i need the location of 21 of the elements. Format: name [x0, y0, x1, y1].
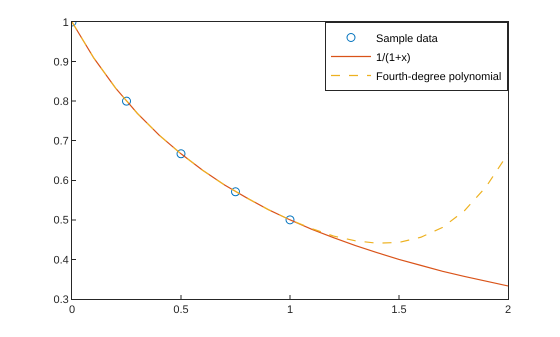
x-tick-label: 0: [68, 304, 76, 316]
x-tick-label: 1: [286, 304, 294, 316]
y-tick-label: 0.4: [54, 254, 69, 266]
y-tick-label: 0.3: [54, 294, 69, 306]
line-series: [72, 22, 508, 244]
point: [176, 149, 186, 158]
x-tick-label: 0.5: [173, 304, 189, 316]
y-tick-label: 1: [62, 16, 69, 29]
x-tick-label: 1.5: [391, 304, 407, 316]
y-tick-label: 0.9: [54, 56, 69, 68]
x-tick-label: 2: [504, 304, 512, 316]
legend-label: Fourth-degree polynomial: [376, 70, 502, 83]
y-tick-label: 0.6: [54, 175, 69, 188]
legend-label: 1/(1+x): [376, 52, 411, 64]
legend-label: Sample data: [376, 32, 439, 45]
point: [231, 187, 240, 196]
point: [122, 96, 131, 106]
y-tick-label: 0.7: [54, 136, 69, 148]
y-tick-label: 0.8: [54, 96, 69, 108]
point: [286, 215, 294, 224]
y-tick-label: 0.5: [54, 214, 69, 227]
